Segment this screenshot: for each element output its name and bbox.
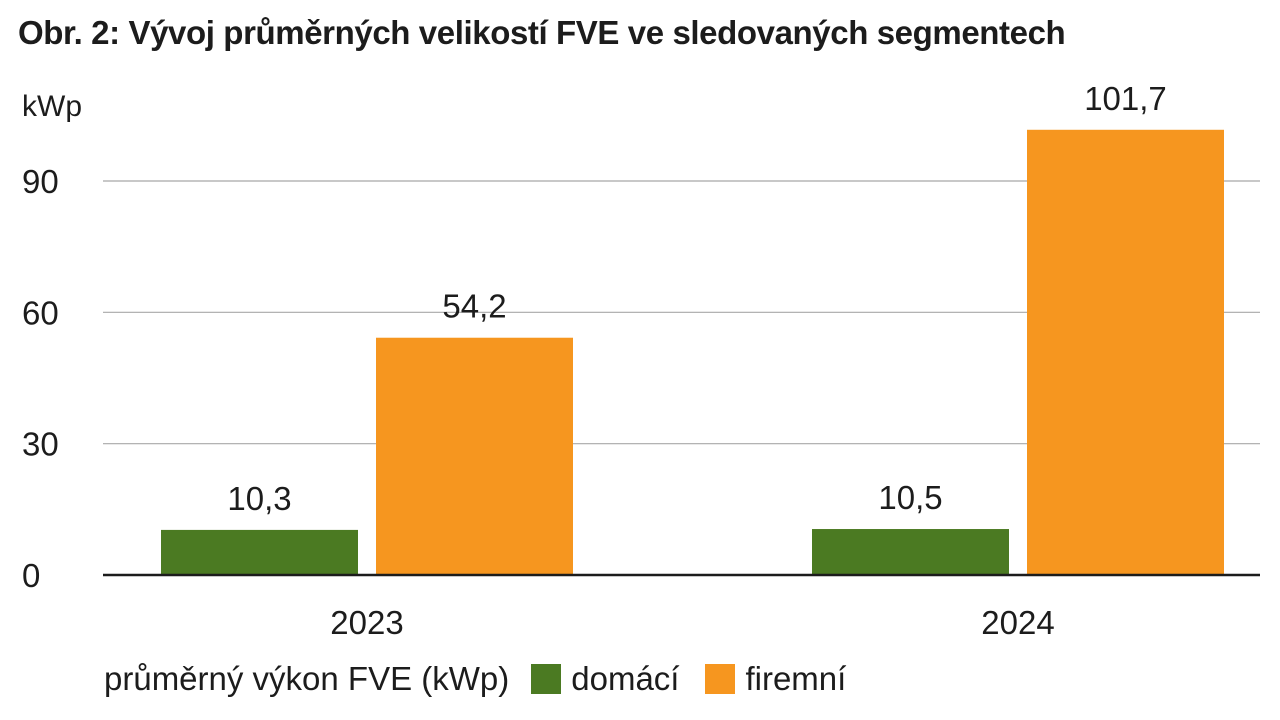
x-tick-label-2024: 2024 [981, 604, 1054, 641]
y-tick-label-60: 60 [22, 294, 59, 331]
y-tick-label-0: 0 [22, 557, 40, 594]
y-tick-label-30: 30 [22, 426, 59, 463]
bar-firemni-2024 [1027, 129, 1224, 575]
value-label-domaci-2023: 10,3 [227, 480, 291, 517]
legend: průměrný výkon FVE (kWp) domácí firemní [104, 660, 872, 698]
legend-swatch-domaci [531, 664, 562, 694]
legend-swatch-firemni [705, 664, 736, 694]
legend-item-firemni: firemní [705, 660, 846, 698]
value-label-firemni-2023: 54,2 [442, 288, 506, 325]
chart-title: Obr. 2: Vývoj průměrných velikostí FVE v… [18, 14, 1066, 51]
bar-domaci-2023 [161, 529, 358, 575]
x-tick-label-2023: 2023 [330, 604, 403, 641]
value-label-firemni-2024: 101,7 [1084, 80, 1167, 117]
legend-title: průměrný výkon FVE (kWp) [104, 660, 510, 697]
y-axis-unit-label: kWp [22, 90, 82, 123]
value-label-domaci-2024: 10,5 [878, 479, 942, 516]
legend-item-domaci: domácí [531, 660, 679, 698]
legend-label-firemni: firemní [745, 660, 847, 697]
y-tick-label-90: 90 [22, 163, 59, 200]
bar-firemni-2023 [376, 337, 573, 575]
bar-domaci-2024 [812, 529, 1009, 575]
legend-label-domaci: domácí [571, 660, 680, 697]
bar-chart: 0 30 60 90 kWp 10,3 10,5 54,2 101,7 2023 2024 [22, 80, 1260, 641]
